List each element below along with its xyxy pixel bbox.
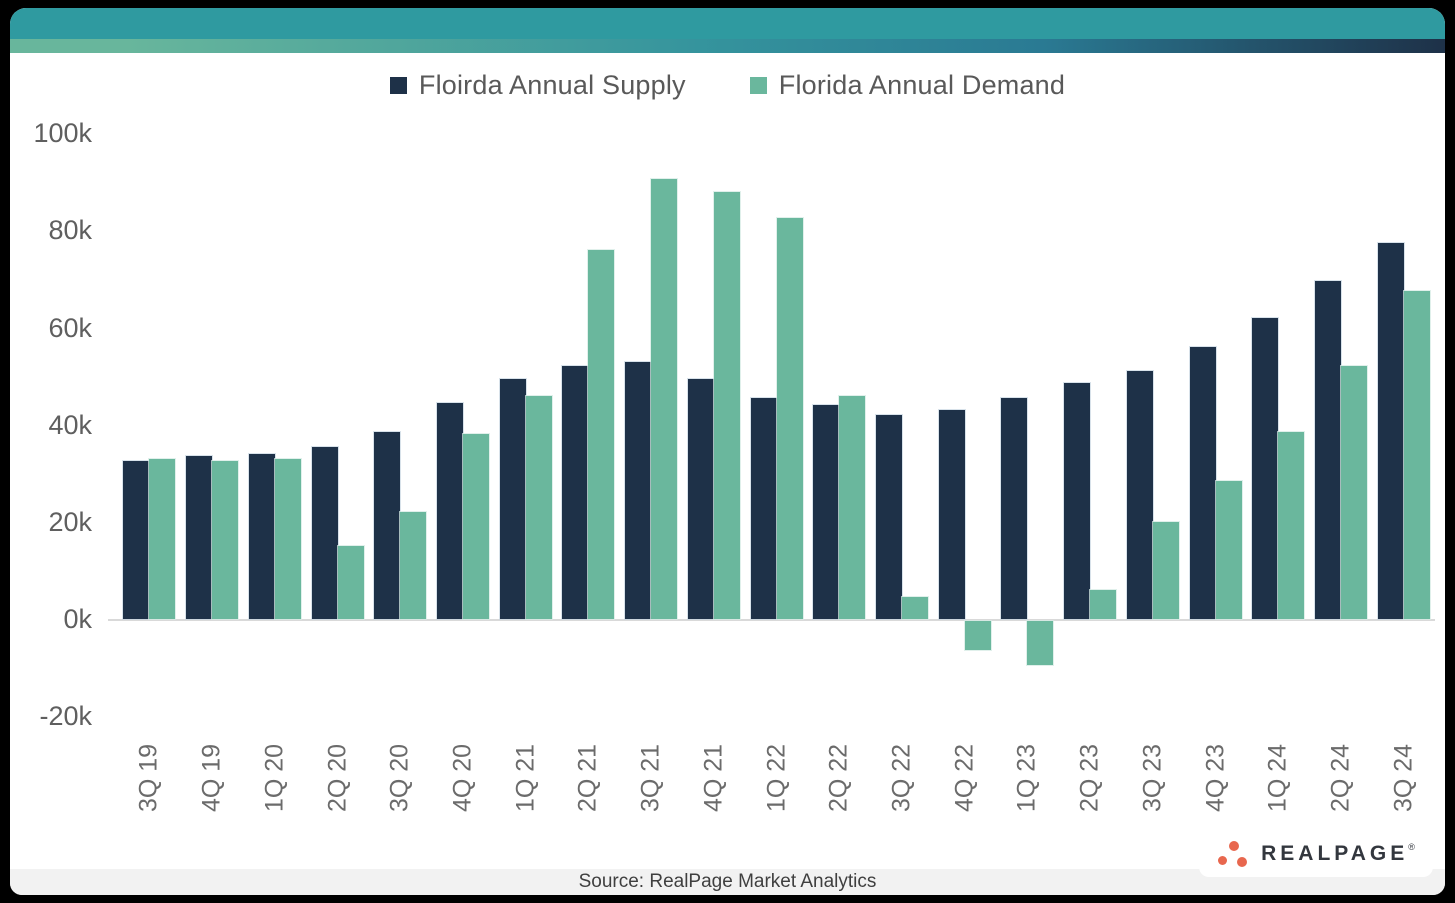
bar-demand (400, 512, 427, 619)
bar-supply (311, 446, 338, 619)
bar-demand (1027, 621, 1054, 665)
y-tick-label: 20k (48, 506, 92, 537)
x-axis-label: 1Q 21 (511, 743, 540, 813)
bar-supply (248, 453, 275, 619)
legend-item-demand: Florida Annual Demand (749, 70, 1066, 101)
bar-supply (374, 431, 401, 619)
header-gradient-stripe (10, 39, 1445, 53)
bar-supply (123, 461, 150, 619)
x-axis-label: 4Q 21 (699, 743, 728, 813)
bar-demand (1340, 366, 1367, 619)
logo-dot (1218, 856, 1228, 865)
x-axis-label: 2Q 24 (1326, 743, 1355, 813)
x-axis-label: 3Q 19 (134, 743, 163, 813)
x-axis-label: 3Q 22 (887, 743, 916, 813)
bar-supply (625, 361, 652, 619)
x-axis-label: 4Q 20 (448, 743, 477, 813)
x-axis-label: 2Q 21 (573, 743, 602, 813)
bar-demand (212, 461, 239, 619)
x-axis-label: 1Q 24 (1263, 743, 1292, 813)
demand-legend-label: Florida Annual Demand (778, 70, 1066, 100)
demand-legend-swatch (749, 77, 767, 94)
source-text: Source: RealPage Market Analytics (578, 871, 877, 892)
supply-legend-swatch (389, 77, 407, 94)
bar-supply (687, 378, 714, 619)
bar-demand (964, 621, 991, 651)
bar-supply (750, 397, 777, 619)
bar-demand (1215, 480, 1242, 619)
y-tick-label: 80k (48, 215, 92, 246)
bar-chart-plot: 100k 80k 60k 40k 20k 0k -20k 3Q 19 4Q 19 1Q 20 2Q … (10, 8, 1445, 895)
realpage-logo: REALPAGE® (1199, 831, 1433, 877)
bar-supply (1314, 281, 1341, 619)
bar-demand (462, 434, 489, 619)
bar-demand (713, 191, 740, 619)
x-axis-label: 2Q 22 (824, 743, 853, 813)
bar-demand (901, 597, 928, 619)
y-tick-label: 100k (33, 118, 92, 149)
realpage-dots-icon (1217, 839, 1249, 869)
x-axis-label: 2Q 20 (323, 743, 351, 813)
x-axis-label: 4Q 22 (950, 743, 979, 813)
y-tick-label: 0k (63, 604, 92, 634)
bar-demand (588, 249, 615, 619)
x-axis-label: 1Q 20 (260, 743, 289, 813)
bar-supply (813, 405, 840, 619)
x-axis-label: 1Q 22 (762, 743, 790, 813)
x-axis-label: 4Q 23 (1201, 743, 1229, 813)
y-tick-label: 40k (48, 409, 92, 440)
x-axis-label: 3Q 20 (385, 743, 414, 813)
x-axis-line (108, 619, 1435, 621)
bar-supply (1377, 242, 1404, 619)
x-axis-label: 3Q 21 (636, 743, 665, 813)
bar-demand (651, 179, 678, 619)
bar-demand (337, 546, 364, 619)
bar-supply (436, 402, 463, 619)
bar-supply (562, 366, 589, 619)
bar-demand (1403, 291, 1430, 619)
x-axis-label: 1Q 23 (1012, 743, 1041, 813)
chart-card: Floirda Annual Supply Florida Annual Dem… (10, 8, 1445, 895)
x-axis-label: 2Q 23 (1075, 743, 1104, 813)
bar-demand (1278, 431, 1305, 619)
bar-demand (149, 458, 176, 619)
bar-demand (776, 218, 803, 619)
registered-mark: ® (1408, 842, 1415, 852)
bar-demand (525, 395, 552, 619)
x-axis-label: 4Q 19 (197, 743, 226, 813)
bar-demand (274, 458, 301, 619)
bar-supply (1001, 397, 1028, 619)
bar-demand (1152, 521, 1179, 619)
bar-supply (1252, 317, 1279, 619)
bar-supply (875, 414, 902, 619)
legend-item-supply: Floirda Annual Supply (389, 70, 686, 101)
header-bar (10, 8, 1445, 39)
bar-supply (1189, 346, 1216, 619)
x-axis-label: 3Q 24 (1389, 743, 1418, 813)
y-tick-label: -20k (39, 701, 92, 732)
logo-dot (1237, 857, 1248, 867)
y-tick-label: 60k (48, 312, 92, 343)
bar-demand (839, 395, 866, 619)
logo-dot (1229, 841, 1240, 851)
bar-supply (186, 456, 213, 619)
bar-supply (1126, 371, 1153, 619)
chart-legend: Floirda Annual Supply Florida Annual Dem… (10, 70, 1445, 101)
bar-supply (1064, 383, 1091, 619)
bar-supply (938, 410, 965, 619)
bar-demand (1090, 589, 1117, 619)
supply-legend-label: Floirda Annual Supply (418, 70, 686, 100)
x-axis-label: 3Q 23 (1138, 743, 1167, 813)
bar-supply (499, 378, 526, 619)
realpage-logo-text: REALPAGE (1261, 842, 1409, 865)
